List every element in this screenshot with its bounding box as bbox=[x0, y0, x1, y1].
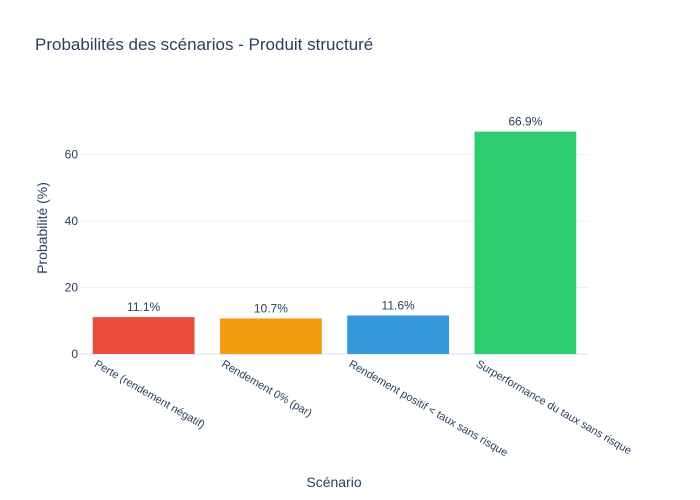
x-axis-ticks: Perte (rendement négatif) Rendement 0% (p… bbox=[92, 358, 633, 459]
bar bbox=[92, 317, 195, 354]
y-tick-label: 0 bbox=[71, 347, 78, 361]
y-tick-label: 60 bbox=[65, 148, 79, 162]
x-axis-title: Scénario bbox=[306, 474, 361, 490]
data-labels: 11.1% 10.7% 11.6% 66.9% bbox=[127, 115, 543, 316]
x-tick-label: Rendement 0% (par) bbox=[219, 358, 313, 419]
bar bbox=[474, 131, 577, 354]
y-axis-title: Probabilité (%) bbox=[34, 182, 50, 274]
x-tick-label: Perte (rendement négatif) bbox=[92, 358, 207, 431]
data-label: 11.1% bbox=[127, 300, 160, 314]
data-label: 10.7% bbox=[254, 301, 288, 315]
data-label: 66.9% bbox=[508, 115, 542, 129]
y-tick-label: 40 bbox=[65, 214, 79, 228]
bar bbox=[219, 318, 322, 354]
bars bbox=[92, 131, 577, 354]
y-axis-ticks: 0 20 40 60 bbox=[65, 148, 79, 361]
chart-title: Probabilités des scénarios - Produit str… bbox=[35, 35, 373, 54]
data-label: 11.6% bbox=[382, 298, 415, 312]
bar bbox=[347, 315, 450, 354]
y-tick-label: 20 bbox=[65, 281, 79, 295]
